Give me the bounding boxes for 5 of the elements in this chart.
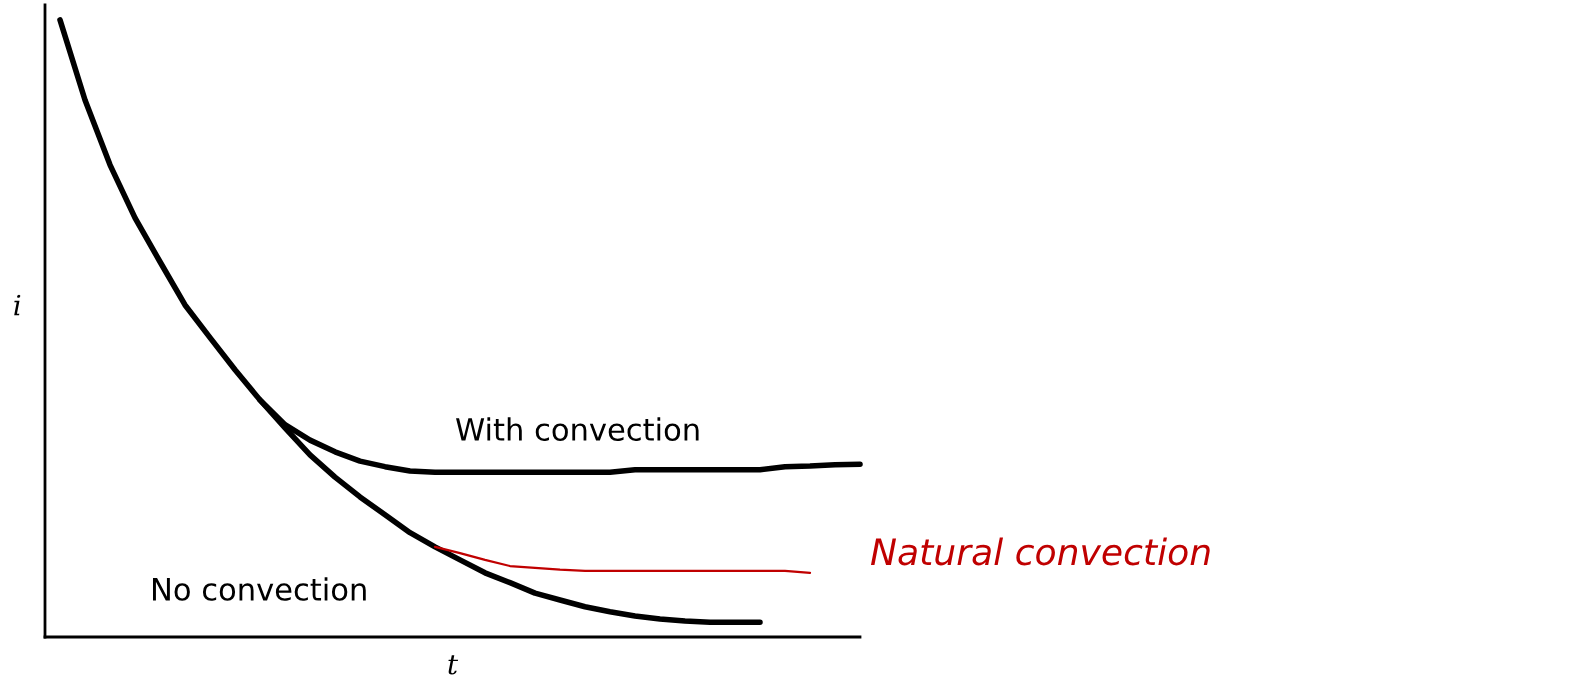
text: No convection [153, 577, 366, 601]
y-axis-title: i [14, 294, 21, 316]
x-axis-title: t [448, 655, 459, 675]
series-label: With convection [456, 417, 699, 441]
series-label: Natural convection [870, 537, 1210, 566]
